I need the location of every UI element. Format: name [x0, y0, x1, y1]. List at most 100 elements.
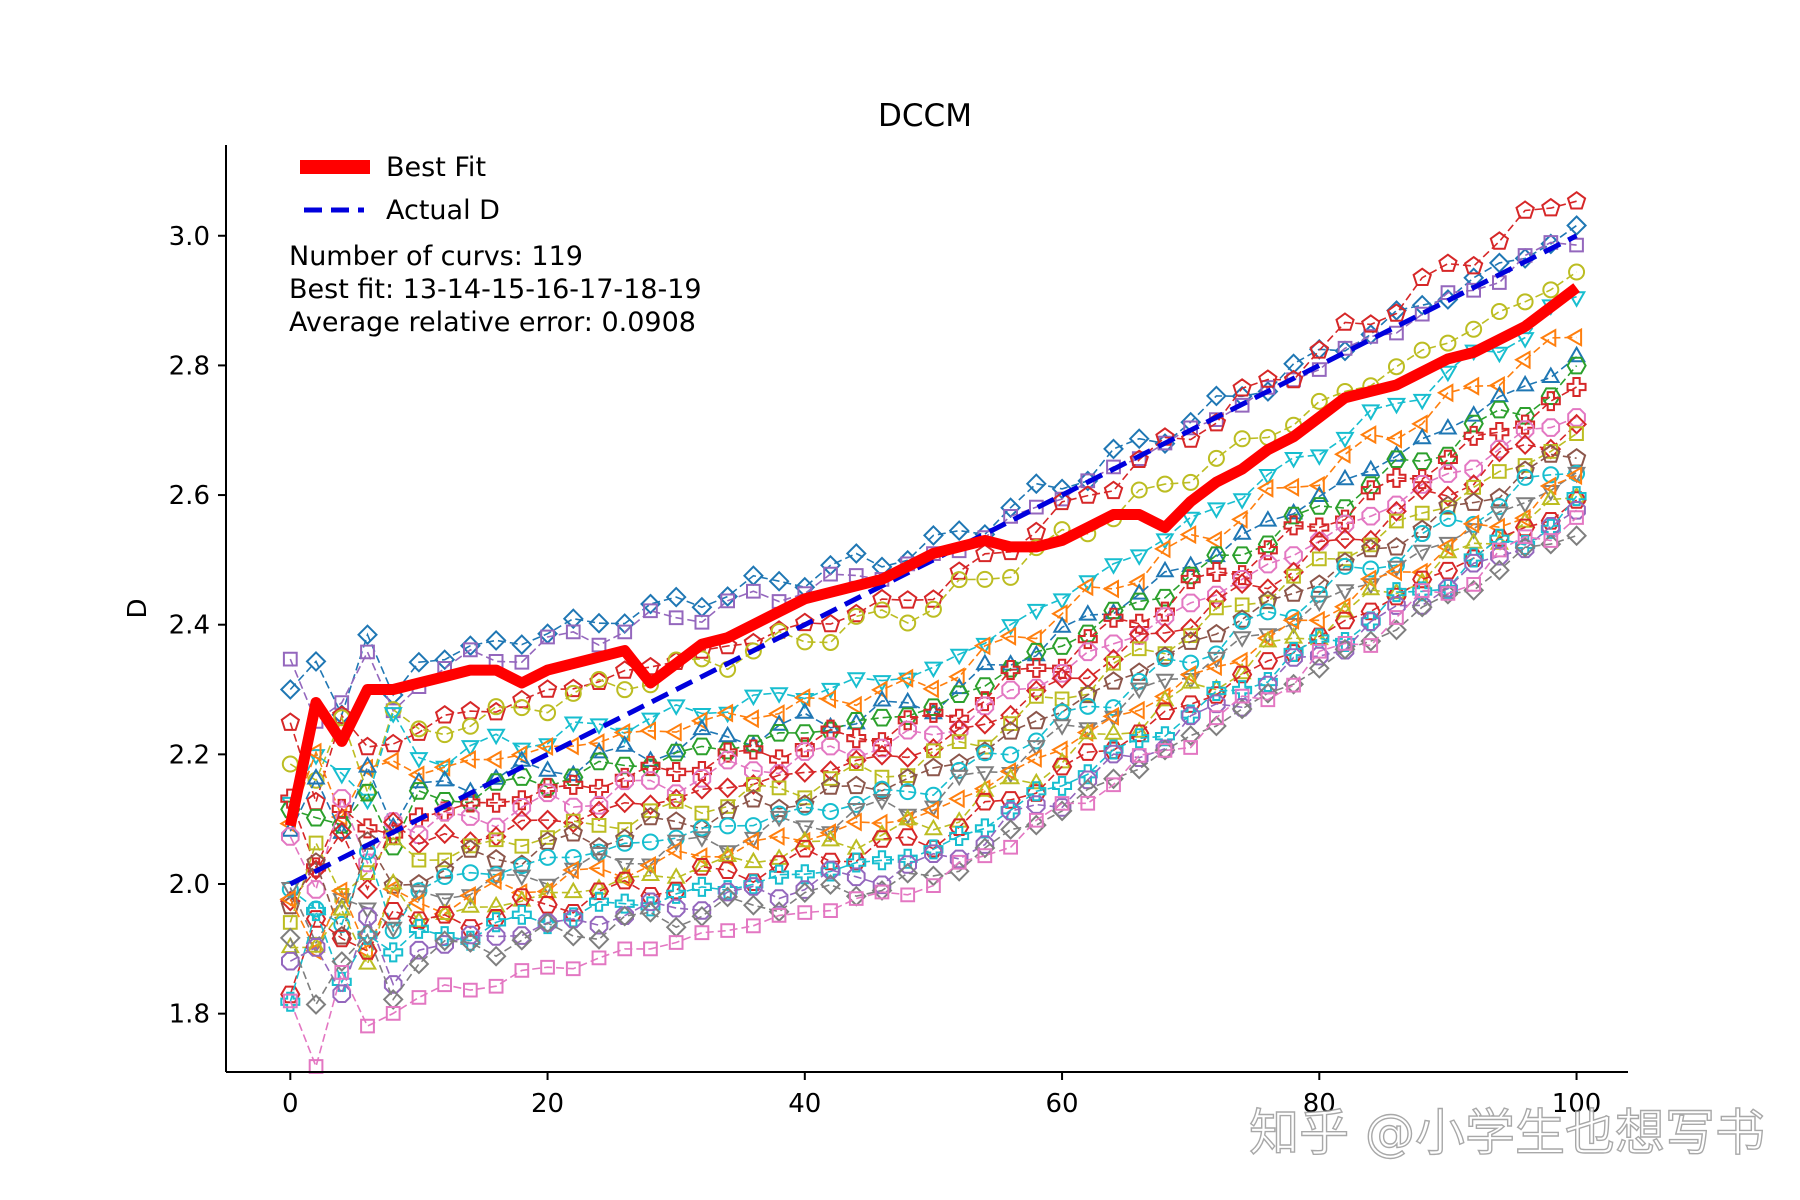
curve-marker — [617, 941, 633, 957]
curve-marker — [1207, 585, 1226, 605]
curve-marker — [897, 862, 919, 884]
curve-marker — [848, 756, 864, 771]
curve-marker — [976, 744, 994, 762]
curve-marker — [1464, 405, 1484, 422]
curve-marker — [435, 893, 455, 910]
curve-marker — [1129, 592, 1150, 611]
curve-marker — [871, 744, 893, 766]
curve-marker — [692, 901, 712, 920]
curve-marker — [1540, 391, 1561, 412]
curve-marker — [718, 845, 738, 862]
curve-marker — [332, 899, 352, 916]
curve-marker — [1515, 332, 1535, 349]
curve-marker — [1308, 475, 1325, 495]
curve-marker — [1054, 796, 1070, 811]
curve-marker — [974, 792, 996, 811]
curve-marker — [614, 893, 635, 914]
curve-marker — [1462, 514, 1480, 534]
curve-marker — [922, 800, 939, 820]
curve-marker — [1412, 475, 1432, 494]
curve-marker — [1541, 488, 1561, 505]
x-tick-label: 20 — [531, 1089, 564, 1119]
curve-marker — [486, 768, 506, 785]
curve-marker — [1514, 518, 1536, 537]
curve-marker — [1103, 558, 1124, 575]
curve-marker — [511, 929, 533, 951]
curve-marker — [410, 720, 428, 738]
curve-marker — [1566, 486, 1587, 507]
curve-marker — [1414, 505, 1430, 521]
x-tick-label: 60 — [1046, 1089, 1079, 1119]
curve-marker — [1569, 426, 1584, 441]
curve-marker — [871, 680, 888, 700]
curve-marker — [923, 589, 944, 608]
curve-marker — [1131, 641, 1147, 657]
curve-marker — [305, 910, 327, 928]
curve-marker — [666, 811, 686, 830]
curve-marker — [1003, 716, 1018, 731]
curve-marker — [1206, 561, 1227, 582]
curve-marker — [589, 891, 610, 912]
curve-marker — [1516, 293, 1534, 311]
curve-marker — [768, 704, 785, 724]
curve-marker — [643, 941, 658, 957]
curve-marker — [1051, 667, 1073, 689]
curve-marker — [899, 614, 917, 632]
curve-marker — [1361, 578, 1381, 596]
curve-marker — [1257, 578, 1279, 600]
curve-marker — [382, 751, 399, 771]
curve-marker — [357, 624, 378, 646]
curve-marker — [1542, 281, 1560, 299]
curve-marker — [1077, 629, 1098, 650]
curve-marker — [823, 903, 838, 918]
curve-marker — [819, 689, 836, 709]
curve-marker — [1363, 638, 1379, 653]
curve-marker — [666, 761, 687, 782]
curve-marker — [871, 830, 893, 848]
curve-marker — [1025, 680, 1047, 702]
curve-marker — [950, 571, 968, 589]
curve-marker — [874, 884, 890, 900]
curve-marker — [948, 789, 965, 809]
actual-d-layer — [289, 233, 1578, 887]
curve-marker — [383, 902, 404, 920]
curve-marker — [1052, 593, 1072, 610]
curve-marker — [1567, 345, 1587, 363]
curve-marker — [591, 637, 607, 653]
curve-marker — [898, 691, 918, 709]
curve-marker — [1052, 664, 1072, 683]
watermark: 知乎 @小学生也想写书 — [1249, 1104, 1765, 1162]
curve-marker — [1335, 632, 1356, 653]
curve-marker — [1260, 692, 1276, 708]
curve-marker — [1233, 430, 1251, 448]
curve-marker — [1155, 646, 1175, 665]
curve-marker — [357, 783, 378, 802]
curve-marker — [871, 708, 893, 727]
curve-marker — [1412, 427, 1432, 445]
curve-marker — [1386, 397, 1407, 415]
curve-marker — [1438, 541, 1458, 559]
x-tick-label: 80 — [1303, 1089, 1336, 1119]
curve-marker — [538, 783, 557, 803]
curve-marker — [1231, 573, 1253, 595]
curve-marker — [1001, 680, 1020, 700]
curve-marker — [1515, 497, 1535, 514]
curve-marker — [872, 738, 892, 758]
curve-marker — [1438, 365, 1458, 383]
curve-marker — [617, 624, 633, 640]
curve-marker — [1206, 502, 1226, 519]
curve-marker — [898, 855, 917, 874]
curve-marker — [897, 746, 919, 768]
curve-marker — [407, 893, 425, 913]
curve-marker — [411, 852, 427, 868]
curve-marker — [923, 702, 943, 720]
curve-marker — [1106, 655, 1121, 671]
curve-marker — [1411, 479, 1433, 501]
curve-marker — [510, 745, 528, 765]
curve-marker — [1157, 743, 1173, 758]
curve-marker — [1361, 612, 1381, 631]
best-fit-layer — [284, 283, 1580, 827]
curve-marker — [1440, 586, 1456, 601]
curve-marker — [922, 679, 939, 699]
